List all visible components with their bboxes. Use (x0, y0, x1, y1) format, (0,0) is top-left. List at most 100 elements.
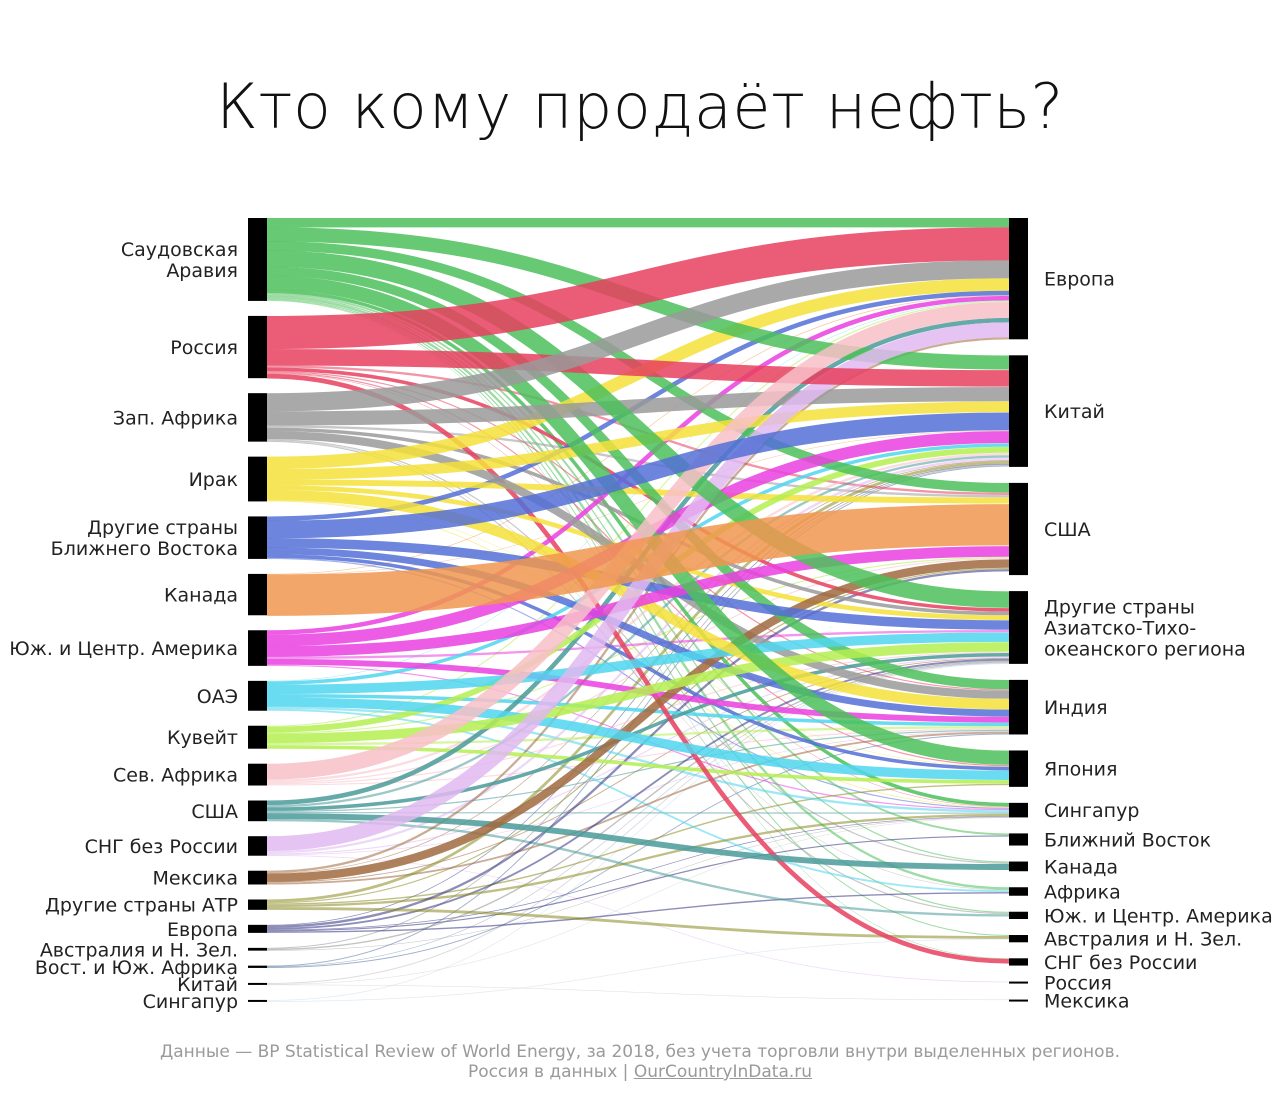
source-node-кувейт (248, 725, 267, 749)
nodes (248, 218, 1028, 1002)
target-label-австралия-и-н-зел-: Австралия и Н. Зел. (1044, 929, 1242, 951)
target-node-снг-без-россии (1009, 958, 1028, 966)
flow-сша-to-сингапур (266, 811, 1010, 814)
flow-зап-африка-to-европа (266, 260, 1010, 412)
target-node-европа (1009, 218, 1028, 340)
target-label-снг-без-россии: СНГ без России (1044, 952, 1197, 974)
flow-канада-to-сша (266, 504, 1010, 616)
source-node-сев-африка (248, 763, 267, 786)
flow-зап-африка-to-канада (266, 439, 1010, 864)
node-labels: Саудовская Аравия Россия Зап. Африка Ирак Дру… (9, 239, 1272, 1013)
target-label-мексика: Мексика (1044, 991, 1129, 1013)
flow-ирак-to-сша (266, 479, 1010, 504)
flow-юж-и-центр-америка-to-другие-страны-азиатско-тихо-океанского-региона (266, 629, 1010, 660)
flow-кувейт-to-другие-страны-азиатско-тихо-океанского-региона (266, 642, 1010, 744)
flow-вост-и-юж-африка-to-индия (266, 733, 1010, 968)
flow-оаэ-to-африка (266, 708, 1010, 893)
credit-prefix: Россия в данных | (467, 1062, 634, 1082)
flow-оаэ-to-другие-страны-азиатско-тихо-океанского-региона (266, 632, 1010, 695)
source-node-россия (248, 315, 267, 379)
source-label-саудовская-аравия: Саудовская Аравия (121, 239, 238, 282)
flow-другие-страны-атр-to-китай (266, 460, 1010, 903)
target-label-другие-страны-азиатско-тихо-океанского-региона: Другие страны Азиатско-Тихо-океанского ре… (1044, 597, 1246, 661)
source-label-зап-африка: Зап. Африка (113, 407, 238, 429)
target-node-китай (1009, 355, 1028, 467)
flow-другие-страны-ближнего-востока-to-индия (266, 547, 1010, 717)
target-node-индия (1009, 679, 1028, 735)
flow-юж-и-центр-америка-to-сша (266, 546, 1010, 657)
source-label-сша: США (191, 801, 238, 823)
target-label-сингапур: Сингапур (1044, 800, 1139, 822)
flow-австралия-и-н-зел--to-китай (266, 464, 1010, 949)
target-label-ближний-восток: Ближний Восток (1044, 830, 1211, 852)
source-node-оаэ (248, 680, 267, 711)
flow-зап-африка-to-сша (266, 425, 1010, 498)
target-node-юж-и-центр-америка (1009, 911, 1028, 920)
source-node-ирак (248, 456, 267, 502)
flow-снг-без-россии-to-европа (266, 322, 1010, 852)
source-node-канада (248, 573, 267, 616)
source-node-австралия-и-н-зел- (248, 947, 267, 951)
flow-юж-и-центр-америка-to-европа (266, 295, 1010, 635)
flow-другие-страны-ближнего-востока-to-китай (266, 412, 1010, 539)
flow-другие-страны-атр-to-сингапур (266, 813, 1010, 908)
flow-сингапур-to-австралия-и-н-зел- (266, 938, 1010, 1002)
source-node-мексика (248, 870, 267, 885)
target-label-сша: США (1044, 519, 1091, 541)
flow-другие-страны-атр-to-австралия-и-н-зел- (266, 907, 1010, 939)
target-node-сингапур (1009, 802, 1028, 818)
target-label-китай: Китай (1044, 401, 1105, 423)
source-label-другие-страны-ближнего-востока: Другие страны Ближнего Востока (51, 517, 238, 560)
target-label-индия: Индия (1044, 697, 1108, 719)
flow-россия-to-европа (266, 227, 1010, 350)
flow-европа-to-другие-страны-азиатско-тихо-океанского-региона (266, 658, 1010, 930)
target-label-япония: Япония (1044, 759, 1117, 781)
source-node-другие-страны-атр (248, 899, 267, 910)
flow-европа-to-ближний-восток (266, 835, 1010, 932)
target-label-канада: Канада (1044, 856, 1118, 878)
flow-оаэ-to-индия (266, 693, 1010, 727)
target-label-африка: Африка (1044, 882, 1121, 904)
target-node-африка (1009, 887, 1028, 896)
target-node-россия (1009, 981, 1028, 984)
target-node-другие-страны-азиатско-тихо-океанского-региона (1009, 591, 1028, 664)
source-label-оаэ: ОАЭ (197, 686, 238, 708)
chart-title: Кто кому продаёт нефть? (216, 70, 1064, 143)
flow-ирак-to-китай (266, 401, 1010, 480)
source-node-юж-и-центр-америка (248, 630, 267, 666)
source-label-снг-без-россии: СНГ без России (85, 836, 238, 858)
source-label-мексика: Мексика (153, 868, 238, 890)
target-node-канада (1009, 861, 1028, 872)
flow-европа-to-сша (266, 569, 1010, 928)
flow-links (266, 217, 1010, 1002)
source-node-саудовская-аравия (248, 218, 267, 301)
target-node-мексика (1009, 999, 1028, 1002)
source-label-китай: Китай (177, 974, 238, 996)
flow-снг-без-россии-to-китай (266, 457, 1010, 854)
site-link[interactable]: OurCountryInData.ru (633, 1062, 813, 1082)
flow-оаэ-to-япония (266, 697, 1010, 780)
source-note: Данные — BP Statistical Review of World … (159, 1042, 1120, 1062)
target-node-япония (1009, 750, 1028, 787)
flow-зап-африка-to-китай (266, 387, 1010, 426)
source-label-вост-и-юж-африка: Вост. и Юж. Африка (35, 957, 238, 979)
source-node-сингапур (248, 999, 267, 1002)
flow-россия-to-китай (266, 349, 1010, 387)
source-label-юж-и-центр-америка: Юж. и Центр. Америка (9, 638, 238, 660)
source-node-зап-африка (248, 393, 267, 442)
flow-саудовская-аравия-to-другие-страны-азиатско-тихо-океанского-региона (266, 250, 1010, 608)
target-label-европа: Европа (1044, 269, 1115, 291)
source-label-сев-африка: Сев. Африка (113, 765, 238, 787)
target-node-сша (1009, 482, 1028, 576)
source-label-кувейт: Кувейт (167, 727, 238, 749)
source-label-другие-страны-атр: Другие страны АТР (45, 895, 238, 917)
source-node-сша (248, 800, 267, 822)
flow-европа-to-африка (266, 892, 1010, 933)
source-label-россия: Россия (170, 337, 238, 359)
target-label-юж-и-центр-америка: Юж. и Центр. Америка (1044, 905, 1273, 927)
credit-line: Россия в данных | OurCountryInData.ru (0, 1062, 1280, 1082)
target-node-ближний-восток (1009, 833, 1028, 846)
source-label-австралия-и-н-зел-: Австралия и Н. Зел. (40, 939, 238, 961)
flow-китай-to-сингапур (266, 817, 1010, 985)
